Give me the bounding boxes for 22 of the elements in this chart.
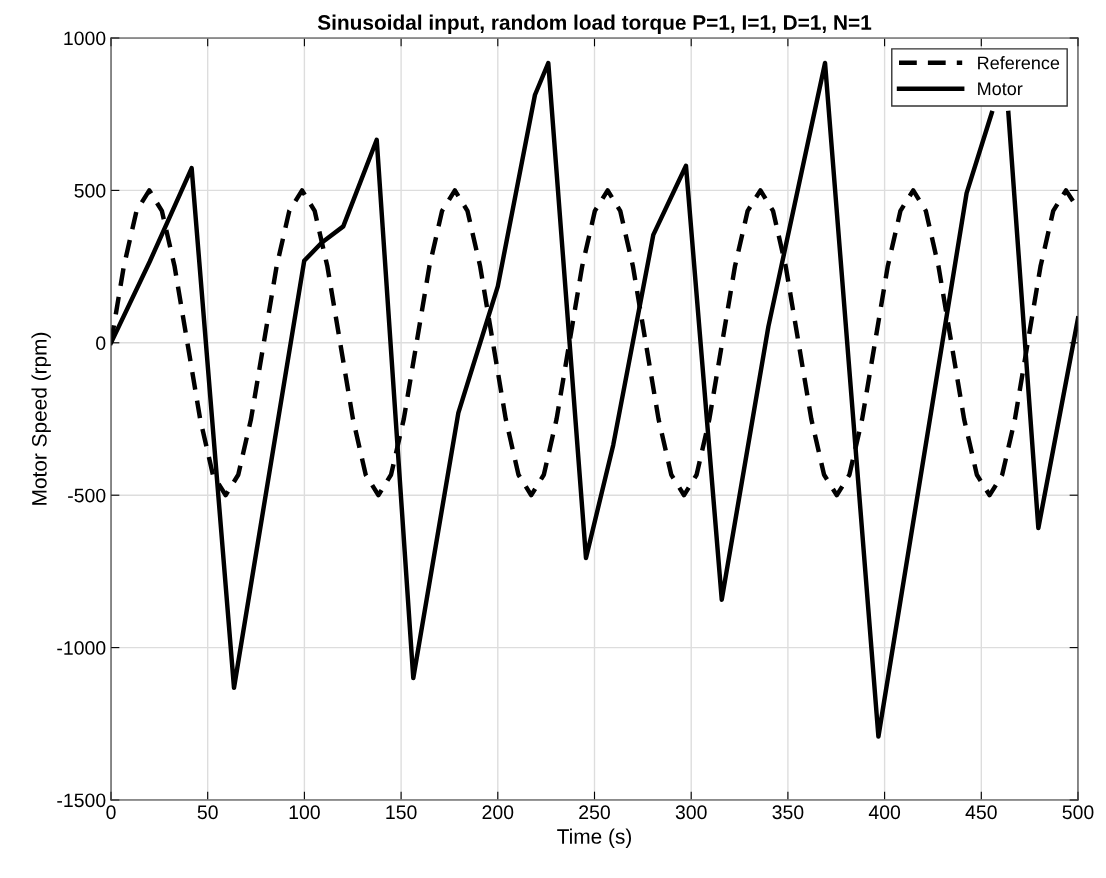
x-tick-label: 450 bbox=[965, 805, 997, 820]
x-tick-label: 100 bbox=[289, 805, 320, 820]
x-tick-label: 50 bbox=[197, 805, 218, 820]
x-tick-label: 250 bbox=[579, 805, 610, 820]
legend-label: Motor bbox=[978, 82, 1023, 96]
x-tick-label: 0 bbox=[106, 805, 116, 820]
y-tick-label: -1500 bbox=[57, 793, 106, 808]
y-tick-label: 1000 bbox=[64, 31, 106, 46]
chart-title: Sinusoidal input, random load torque P=1, I=1, D=1, N=1 bbox=[317, 14, 872, 34]
x-tick-label: 300 bbox=[675, 805, 707, 820]
x-tick-label: 400 bbox=[868, 805, 901, 820]
legend-label: Reference bbox=[978, 56, 1060, 70]
y-tick-label: -500 bbox=[68, 488, 106, 503]
x-tick-label: 500 bbox=[1062, 805, 1094, 820]
x-axis-title: Time (s) bbox=[557, 828, 632, 848]
y-tick-label: 500 bbox=[74, 183, 106, 198]
y-tick-label: -1000 bbox=[57, 641, 106, 655]
y-axis-title: Motor Speed (rpm) bbox=[31, 332, 51, 505]
x-tick-label: 150 bbox=[386, 805, 417, 820]
x-tick-label: 200 bbox=[482, 805, 514, 820]
x-tick-label: 350 bbox=[772, 805, 804, 820]
y-tick-label: 0 bbox=[96, 336, 106, 351]
